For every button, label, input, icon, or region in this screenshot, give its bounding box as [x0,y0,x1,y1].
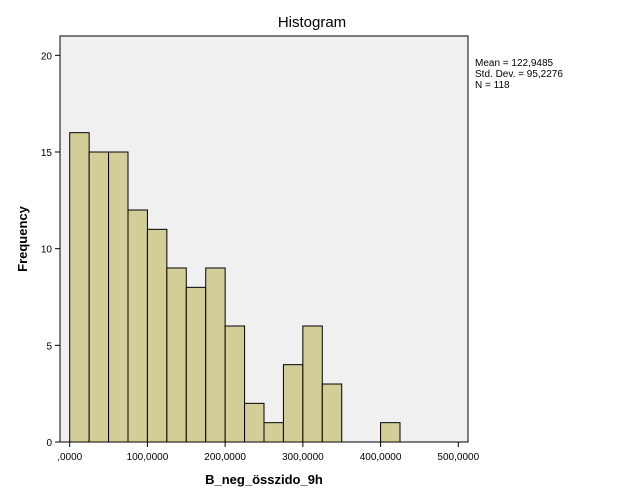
y-tick-label-0: 0 [46,438,52,449]
bars-group [69,132,401,443]
chart-title: Histogram [278,14,346,31]
histogram-bar-0 [69,132,90,443]
stat-line-0: Mean = 122,9485 [475,58,554,69]
y-axis: 0 5 10 15 20 [41,51,60,449]
stat-line-2: N = 118 [475,80,510,91]
stat-line-1: Std. Dev. = 95,2276 [475,69,563,80]
histogram-bar-1 [88,151,110,443]
y-tick-label-2: 10 [41,245,53,256]
histogram-bar-7 [205,267,226,443]
histogram-bar-12 [302,325,323,443]
histogram-bar-4 [146,228,168,443]
y-tick-label-1: 5 [46,341,52,352]
histogram-bar-10 [263,422,284,443]
histogram-bar-2 [108,151,129,443]
y-tick-label-3: 15 [41,148,53,159]
x-tick-label-4: 400,0000 [360,452,402,463]
x-axis: ,0000 100,0000 200,0000 300,0000 400,0000 500… [57,442,480,463]
x-tick-label-1: 100,0000 [127,452,169,463]
x-tick-label-3: 300,0000 [282,452,324,463]
x-tick-label-5: 500,0000 [437,452,479,463]
histogram-bar-8 [224,325,246,443]
histogram-bar-3 [127,209,148,443]
y-axis-label: Frequency [15,205,30,272]
x-tick-label-2: 200,0000 [204,452,246,463]
histogram-bar-6 [185,286,207,443]
histogram-bar-11 [282,364,304,443]
histogram-bar-5 [166,267,187,443]
histogram-bar-14 [380,422,401,443]
x-axis-label: B_neg_összido_9h [205,472,323,487]
histogram-bar-9 [244,402,265,443]
x-tick-label-0: ,0000 [57,452,82,463]
histogram-bar-13 [321,383,343,443]
y-tick-label-4: 20 [41,51,53,62]
